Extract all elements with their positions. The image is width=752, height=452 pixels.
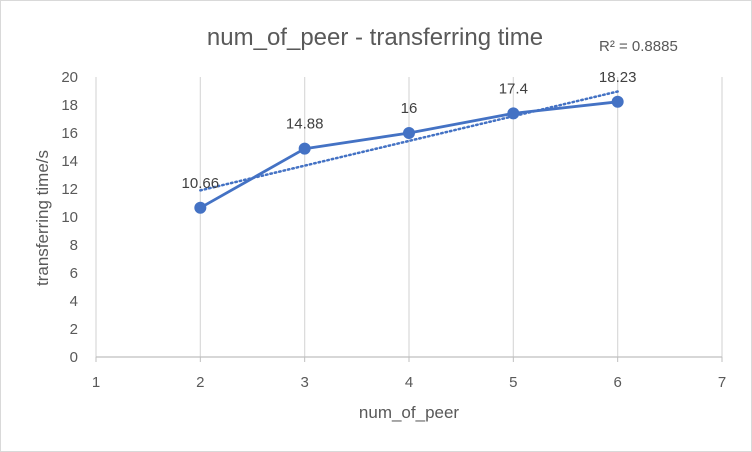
data-label: 14.88 xyxy=(286,116,324,133)
y-tick-label: 16 xyxy=(61,125,78,142)
data-label: 17.4 xyxy=(499,80,528,97)
y-tick-label: 0 xyxy=(70,349,78,366)
x-tick-label: 4 xyxy=(405,374,413,391)
y-tick-label: 12 xyxy=(61,181,78,198)
y-tick-label: 18 xyxy=(61,97,78,114)
data-label: 18.23 xyxy=(599,69,637,86)
data-label: 10.66 xyxy=(182,175,220,192)
data-point xyxy=(194,201,207,214)
y-tick-label: 10 xyxy=(61,209,78,226)
x-tick-label: 1 xyxy=(92,374,100,391)
data-point xyxy=(298,142,311,155)
y-tick-label: 2 xyxy=(70,321,78,338)
data-point xyxy=(403,127,415,139)
x-tick-label: 3 xyxy=(300,374,308,391)
y-tick-label: 20 xyxy=(61,69,78,86)
series xyxy=(194,95,624,214)
x-tick-label: 7 xyxy=(718,374,726,391)
y-tick-label: 8 xyxy=(70,237,78,254)
y-tick-label: 14 xyxy=(61,153,78,170)
y-tick-label: 4 xyxy=(70,293,78,310)
y-axis-title: transferring time/s xyxy=(33,150,52,286)
data-point xyxy=(507,107,520,120)
trendline-line xyxy=(199,90,619,192)
data-label: 16 xyxy=(401,100,418,117)
x-tick-label: 5 xyxy=(509,374,517,391)
data-point xyxy=(611,95,624,108)
y-tick-label: 6 xyxy=(70,265,78,282)
x-tick-label: 2 xyxy=(196,374,204,391)
gridlines xyxy=(95,77,723,357)
x-tick-label: 6 xyxy=(613,374,621,391)
data-labels: 10.66 14.88 16 17.4 18.23 xyxy=(182,69,637,192)
x-axis-title: num_of_peer xyxy=(359,403,460,422)
trendline xyxy=(199,90,619,192)
chart-title: num_of_peer - transferring time xyxy=(207,24,543,51)
r-squared-label: R² = 0.8885 xyxy=(599,38,678,55)
